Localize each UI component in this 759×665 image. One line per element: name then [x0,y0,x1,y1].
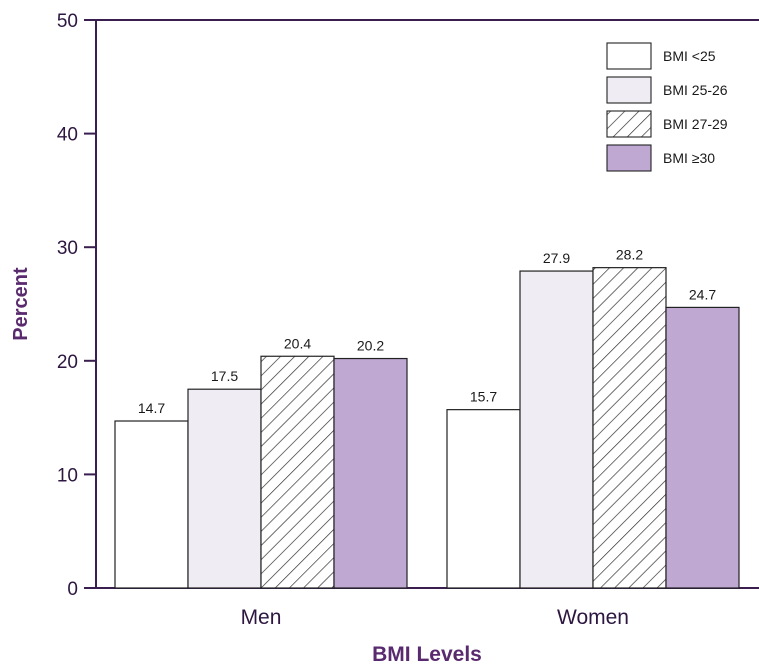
bar-women-series-0 [446,409,521,589]
legend-label: BMI <25 [663,48,716,64]
legend-label: BMI 25-26 [663,82,728,98]
x-axis-title: BMI Levels [372,643,482,665]
legend-swatch [606,76,652,104]
data-label: 20.2 [357,338,384,354]
bars-group [114,267,740,589]
data-label: 24.7 [689,286,716,302]
legend-swatch [606,144,652,172]
y-tick-label: 0 [67,579,78,600]
y-tick-label: 30 [57,238,78,259]
bar-women-series-2 [592,267,667,589]
bar-women-series-3 [665,306,740,589]
data-label: 27.9 [543,250,570,266]
data-labels-group: 14.7 17.5 20.4 20.2 15.7 27.9 28.2 24.7 [138,247,716,416]
data-label: 20.4 [284,335,311,351]
legend-label: BMI 27-29 [663,116,728,132]
data-label: 14.7 [138,400,165,416]
bar-women-series-1 [519,270,594,589]
legend-label: BMI ≥30 [663,150,715,166]
y-tick-label: 10 [57,465,78,486]
data-label: 28.2 [616,247,643,263]
category-label-women: Women [557,606,629,629]
y-tick-label: 20 [57,352,78,373]
bar-men-series-1 [187,388,262,589]
legend-swatch [606,42,652,70]
bar-men-series-3 [333,357,408,589]
y-tick-label: 50 [57,11,78,32]
category-label-men: Men [241,606,282,629]
category-labels-group: Men Women [241,606,629,629]
legend: BMI <25 BMI 25-26 BMI 27-29 BMI ≥30 [606,42,728,172]
bar-men-series-0 [114,420,189,589]
data-label: 15.7 [470,389,497,405]
y-axis-ticks: 0 10 20 30 40 50 [57,11,96,600]
data-label: 17.5 [211,368,238,384]
legend-swatch [606,110,652,138]
y-tick-label: 40 [57,125,78,146]
bar-men-series-2 [260,355,335,589]
y-axis-title: Percent [10,267,32,341]
